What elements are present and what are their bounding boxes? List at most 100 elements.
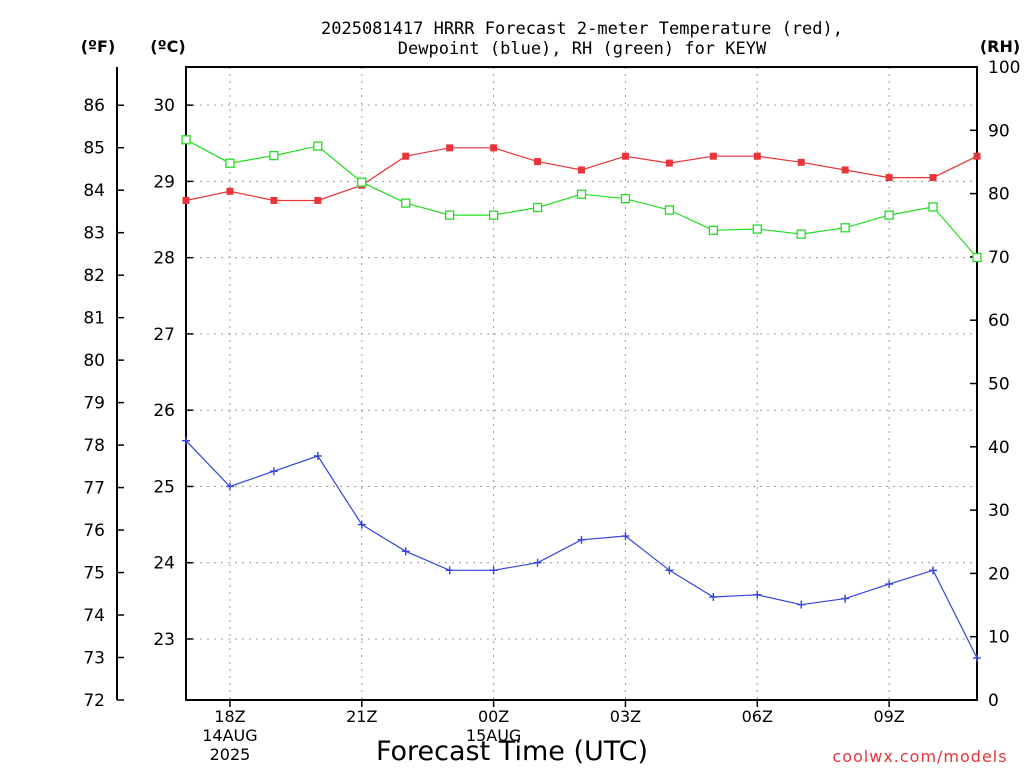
temperature-point xyxy=(534,158,542,166)
rh-point xyxy=(532,202,543,213)
celsius-tick-label: 27 xyxy=(153,325,175,345)
rh-tick-label: 0 xyxy=(988,691,999,711)
fahrenheit-tick-label: 85 xyxy=(83,139,105,159)
fahrenheit-tick-label: 83 xyxy=(83,224,105,244)
rh-point xyxy=(225,158,235,168)
series-layer xyxy=(181,135,982,663)
axes: 72 73 74 75 76 77 78 79 80 81 82 83 84 85 86 23 24 25 26 27… xyxy=(83,58,1020,764)
temperature-point xyxy=(709,152,717,160)
temperature-point xyxy=(665,159,673,167)
temperature-point xyxy=(490,144,498,152)
rh-point xyxy=(840,223,850,233)
rh-point xyxy=(708,225,718,235)
celsius-tick-label: 26 xyxy=(153,401,175,421)
celsius-tick-label: 25 xyxy=(153,477,175,497)
fahrenheit-tick-label: 72 xyxy=(83,691,105,711)
celsius-tick-label: 24 xyxy=(153,554,175,574)
fahrenheit-unit-label: (ºF) xyxy=(81,37,116,56)
temperature-point xyxy=(973,152,981,160)
rh-point xyxy=(664,205,675,215)
dewpoint-point xyxy=(577,535,586,544)
x-tick-date-label: 14AUG xyxy=(202,726,257,745)
chart-title-line1: 2025081417 HRRR Forecast 2-meter Tempera… xyxy=(321,19,843,39)
fahrenheit-tick-label: 84 xyxy=(83,181,105,201)
rh-point xyxy=(752,224,762,234)
x-tick-label: 18Z xyxy=(214,707,245,726)
rh-point xyxy=(488,210,499,220)
celsius-tick-label: 23 xyxy=(153,630,175,650)
rh-point xyxy=(445,210,455,220)
temperature-point xyxy=(226,187,234,195)
dewpoint-point xyxy=(621,532,630,541)
dewpoint-point xyxy=(225,482,234,491)
rh-unit-label: (RH) xyxy=(980,37,1020,56)
fahrenheit-tick-label: 78 xyxy=(83,436,105,456)
dewpoint-point xyxy=(841,594,850,603)
rh-point xyxy=(269,150,279,161)
fahrenheit-tick-label: 75 xyxy=(83,564,105,584)
rh-point xyxy=(313,141,323,151)
rh-tick-label: 90 xyxy=(988,121,1010,141)
temperature-point xyxy=(446,144,454,152)
fahrenheit-tick-label: 74 xyxy=(83,606,105,626)
celsius-tick-label: 28 xyxy=(153,249,175,269)
rh-point xyxy=(972,252,982,263)
dewpoint-point xyxy=(929,566,938,575)
temperature-point xyxy=(578,166,585,174)
temperature-point xyxy=(270,196,278,204)
temperature-point xyxy=(621,152,629,160)
rh-tick-label: 10 xyxy=(988,628,1010,648)
rh-point xyxy=(620,194,631,204)
rh-point xyxy=(928,202,938,212)
temperature-point xyxy=(797,158,805,166)
dewpoint-point xyxy=(445,566,454,575)
rh-tick-label: 30 xyxy=(988,501,1010,521)
dewpoint-point xyxy=(357,520,366,529)
celsius-unit-label: (ºC) xyxy=(150,37,185,56)
temperature-point xyxy=(841,166,849,174)
x-tick-label: 06Z xyxy=(742,707,773,726)
rh-point xyxy=(181,135,191,145)
celsius-tick-label: 30 xyxy=(153,96,175,116)
chart-title-line2: Dewpoint (blue), RH (green) for KEYW xyxy=(398,39,767,59)
rh-tick-label: 40 xyxy=(988,438,1010,458)
rh-point xyxy=(357,177,367,187)
fahrenheit-tick-label: 82 xyxy=(83,266,105,286)
temperature-point xyxy=(314,196,322,204)
fahrenheit-tick-label: 79 xyxy=(83,394,105,414)
credit-label: coolwx.com/models xyxy=(832,747,1007,766)
rh-point xyxy=(576,189,587,199)
rh-tick-label: 60 xyxy=(988,311,1010,331)
dewpoint-line xyxy=(185,440,978,659)
rh-point xyxy=(884,210,894,220)
dewpoint-point xyxy=(753,590,762,599)
fahrenheit-tick-label: 86 xyxy=(83,96,105,116)
fahrenheit-tick-label: 73 xyxy=(83,649,105,669)
rh-tick-label: 100 xyxy=(988,58,1020,78)
rh-tick-label: 80 xyxy=(988,185,1010,205)
temperature-point xyxy=(885,174,893,182)
fahrenheit-tick-label: 77 xyxy=(83,479,105,499)
fahrenheit-tick-label: 80 xyxy=(83,351,105,371)
temperature-point xyxy=(753,152,761,160)
grid-lines xyxy=(186,67,977,700)
dewpoint-point xyxy=(797,600,806,609)
x-tick-label: 09Z xyxy=(873,707,904,726)
dewpoint-point xyxy=(313,451,322,460)
rh-tick-label: 70 xyxy=(988,248,1010,268)
x-tick-label: 03Z xyxy=(610,707,641,726)
dewpoint-point xyxy=(489,566,498,575)
x-tick-year-label: 2025 xyxy=(210,745,251,764)
x-tick-date-label: 15AUG xyxy=(466,726,521,745)
dewpoint-point xyxy=(709,593,718,602)
temperature-point xyxy=(182,196,190,204)
rh-tick-label: 50 xyxy=(988,375,1010,395)
fahrenheit-tick-label: 76 xyxy=(83,521,105,541)
rh-tick-label: 20 xyxy=(988,564,1010,584)
celsius-tick-label: 29 xyxy=(153,172,175,192)
dewpoint-point xyxy=(182,436,190,445)
plot-frame xyxy=(185,66,978,701)
dewpoint-point xyxy=(885,580,894,589)
fahrenheit-tick-label: 81 xyxy=(83,309,105,329)
